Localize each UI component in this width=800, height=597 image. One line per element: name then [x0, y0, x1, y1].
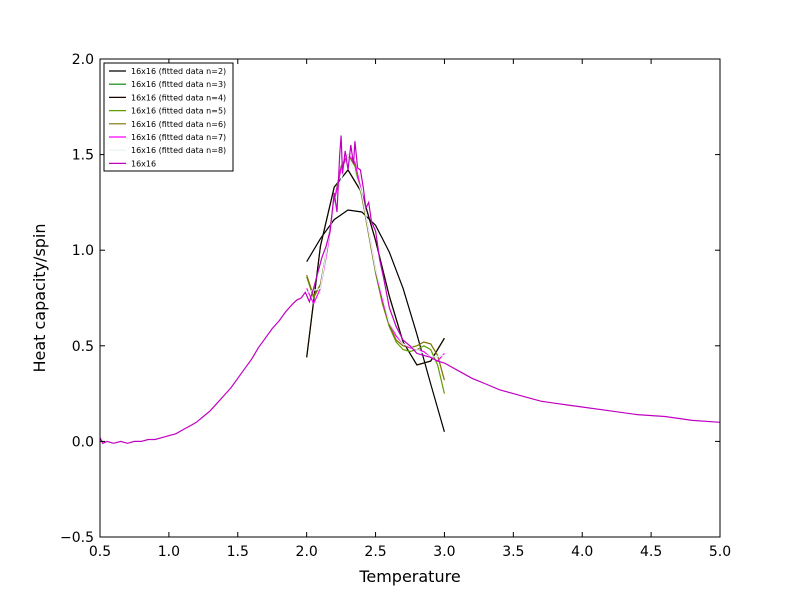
x-tick-label: 4.0	[571, 544, 593, 560]
x-tick-label: 4.5	[640, 544, 662, 560]
x-tick-label: 1.0	[158, 544, 180, 560]
legend-label: 16x16 (fitted data n=5)	[131, 107, 226, 116]
y-tick-label: 1.5	[72, 148, 94, 164]
legend-box	[103, 62, 234, 172]
y-axis-title: Heat capacity/spin	[30, 223, 49, 372]
x-axis-title: Temperature	[358, 567, 460, 586]
y-tick-label: 0.5	[72, 339, 94, 355]
x-tick-label: 3.5	[502, 544, 524, 560]
series-line-8	[99, 135, 721, 445]
legend-label: 16x16 (fitted data n=2)	[131, 67, 226, 76]
x-tick-label: 1.5	[227, 544, 249, 560]
x-tick-label: 2.0	[296, 544, 318, 560]
legend-label: 16x16 (fitted data n=6)	[131, 120, 226, 129]
y-tick-label: 0.0	[72, 434, 94, 450]
legend-label: 16x16 (fitted data n=8)	[131, 146, 226, 155]
legend-label: 16x16	[131, 159, 156, 168]
x-tick-label: 3.0	[433, 544, 455, 560]
x-tick-label: 5.0	[709, 544, 731, 560]
x-tick-label: 0.5	[89, 544, 111, 560]
legend-label: 16x16 (fitted data n=4)	[131, 93, 226, 102]
y-tick-label: 2.0	[72, 52, 94, 68]
series-line-3	[306, 168, 445, 366]
legend: 16x16 (fitted data n=2) 16x16 (fitted dat…	[103, 62, 234, 172]
legend-label: 16x16 (fitted data n=7)	[131, 133, 226, 142]
ticks-layer: 0.5 1.0 1.5 2.0 2.5 3.0 3.5 4.0 4.5 5.0 −0.5 0.0 0.5…	[60, 52, 731, 560]
legend-label: 16x16 (fitted data n=3)	[131, 80, 226, 89]
x-tick-label: 2.5	[364, 544, 386, 560]
y-tick-label: −0.5	[60, 530, 94, 546]
series-layer	[99, 135, 721, 445]
plot-frame	[99, 58, 721, 538]
y-tick-label: 1.0	[72, 243, 94, 259]
